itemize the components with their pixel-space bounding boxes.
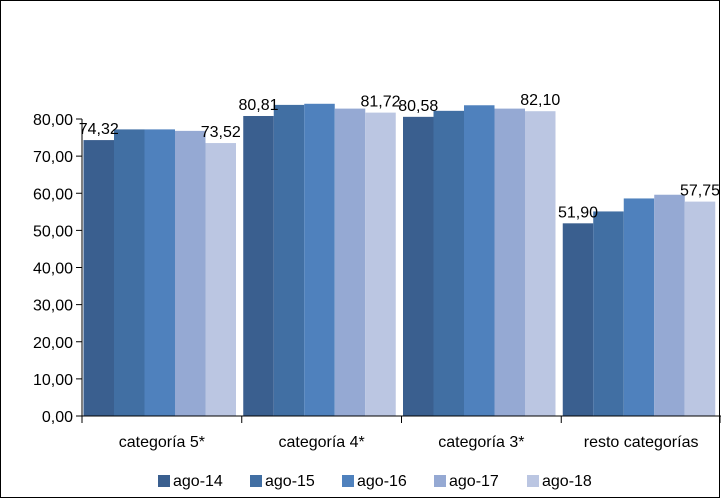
bar — [623, 198, 655, 416]
legend-label: ago-16 — [357, 473, 407, 490]
category-label: categoría 3* — [438, 434, 524, 451]
bar — [83, 140, 114, 416]
legend-label: ago-15 — [265, 473, 315, 490]
data-label: 82,10 — [520, 92, 560, 109]
bar — [654, 194, 685, 416]
bar — [205, 143, 236, 416]
legend-swatch — [434, 475, 446, 487]
y-tick-label: 30,00 — [33, 298, 73, 315]
legend-label: ago-17 — [449, 473, 499, 490]
bar — [304, 103, 335, 416]
y-tick-label: 80,00 — [33, 112, 73, 129]
y-tick-label: 70,00 — [33, 149, 73, 166]
category-label: categoría 5* — [119, 434, 205, 451]
data-label: 81,72 — [360, 94, 400, 111]
bar — [403, 116, 434, 417]
bar — [562, 223, 594, 416]
legend-swatch — [527, 475, 539, 487]
data-label: 74,32 — [79, 121, 119, 138]
legend-swatch — [342, 475, 354, 487]
bar — [433, 110, 464, 417]
bar — [365, 112, 396, 416]
data-label: 73,52 — [201, 124, 241, 141]
axes-layer: 0,00 10,00 20,00 30,00 40,00 50,00 60,00 70,00 8… — [33, 112, 721, 451]
y-tick-label: 60,00 — [33, 186, 73, 203]
bars-layer — [83, 103, 716, 417]
bar — [144, 129, 175, 416]
legend: ago-14 ago-15 ago-16 ago-17 ago-18 — [158, 473, 592, 490]
y-tick-label: 40,00 — [33, 261, 73, 278]
bar — [525, 111, 556, 417]
bar — [464, 105, 495, 417]
y-tick-label: 0,00 — [42, 409, 73, 426]
y-tick-label: 10,00 — [33, 372, 73, 389]
category-label: categoría 4* — [278, 434, 364, 451]
data-label: 57,75 — [680, 183, 720, 200]
category-label: resto categorías — [584, 434, 699, 451]
bar — [175, 130, 206, 416]
legend-swatch — [158, 475, 170, 487]
bar — [494, 108, 525, 416]
y-tick-label: 20,00 — [33, 335, 73, 352]
bar — [273, 104, 305, 416]
bar — [114, 129, 145, 416]
legend-label: ago-18 — [542, 473, 592, 490]
bar — [684, 201, 716, 416]
bar — [334, 108, 366, 416]
data-label: 80,81 — [238, 97, 278, 114]
bar — [593, 211, 624, 416]
legend-swatch — [250, 475, 262, 487]
y-tick-label: 50,00 — [33, 223, 73, 240]
data-label: 80,58 — [398, 98, 438, 115]
legend-label: ago-14 — [173, 473, 223, 490]
bar — [243, 115, 274, 417]
data-label: 51,90 — [558, 204, 598, 221]
